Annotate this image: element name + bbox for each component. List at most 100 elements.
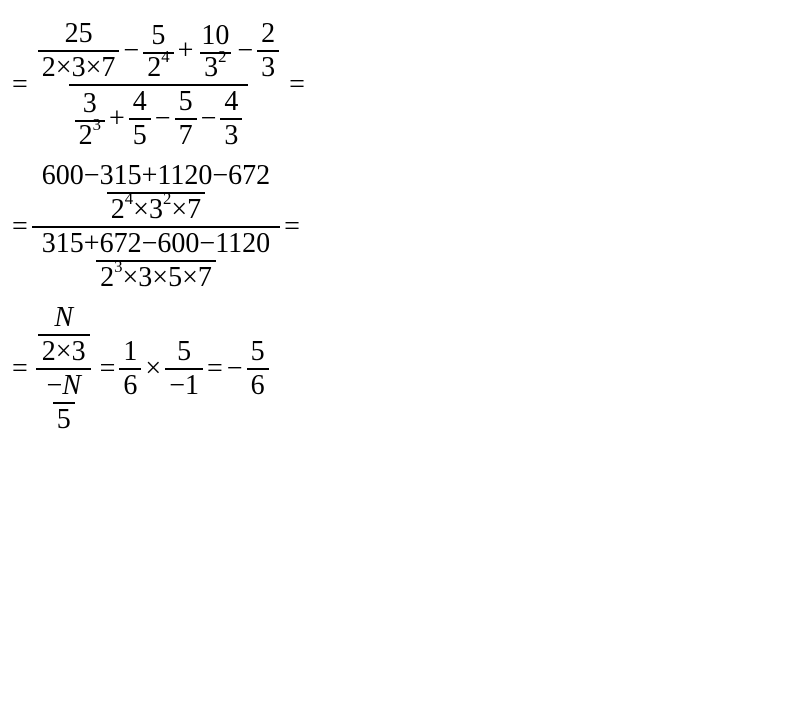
den-3: 3: [220, 118, 242, 152]
minus-op: −: [84, 160, 100, 192]
frac-1-over-6: 1 6: [119, 336, 141, 402]
exp-2: 2: [163, 191, 171, 208]
times-op: ×: [171, 194, 187, 226]
frac-3-over-2-3: 3 2 3: [75, 88, 105, 150]
val-2: 2: [42, 52, 56, 84]
base-2: 2: [79, 122, 93, 150]
equation-line-2: = 600 − 315 + 1120 − 672 2 4 ×: [10, 160, 790, 294]
denominator-1: 3 2 3 + 4 5 − 5 7 − 4 3: [69, 84, 249, 152]
den-7: 7: [175, 118, 197, 152]
den-6: 6: [119, 368, 141, 402]
pow-3-2: 3 2: [204, 54, 226, 82]
equals-sign: =: [10, 353, 30, 385]
minus-op: −: [235, 35, 255, 67]
val-672: 672: [228, 160, 270, 192]
times-op: ×: [56, 336, 72, 368]
base-3: 3: [204, 54, 218, 82]
times-op: ×: [122, 262, 138, 294]
exp-2: 2: [218, 49, 226, 66]
den-2x3x7: 2 × 3 × 7: [38, 50, 120, 84]
val-3: 3: [72, 52, 86, 84]
val-7: 7: [101, 52, 115, 84]
denominator-2: 315 + 672 − 600 − 1120 2 3 × 3 × 5: [32, 226, 280, 294]
pow-2-3: 2 3: [79, 122, 101, 150]
exp-4: 4: [161, 49, 169, 66]
val-2: 2: [42, 336, 56, 368]
den-5: 5: [129, 118, 151, 152]
plus-op: +: [107, 103, 127, 135]
top-num-expr: 600 − 315 + 1120 − 672: [38, 160, 274, 192]
var-N: N: [62, 370, 81, 402]
equals-sign: =: [205, 353, 225, 385]
pow-2-4: 2 4: [111, 196, 133, 224]
equals-sign: =: [10, 211, 30, 243]
pow-3-2: 3 2: [149, 196, 171, 224]
minus-op: −: [142, 228, 158, 260]
val-600: 600: [157, 228, 199, 260]
frac-10-over-3-2: 10 3 2: [197, 20, 233, 82]
minus-op: −: [199, 228, 215, 260]
num-5: 5: [247, 336, 269, 368]
bot-num-expr: 315 + 672 − 600 − 1120: [38, 228, 274, 260]
times-op: ×: [56, 52, 72, 84]
equals-sign: =: [282, 211, 302, 243]
frac-5-over-6: 5 6: [247, 336, 269, 402]
num-2: 2: [257, 18, 279, 50]
top-fraction: 600 − 315 + 1120 − 672 2 4 × 3: [38, 160, 274, 226]
minus-op: −: [212, 160, 228, 192]
num-negN: −N: [42, 370, 84, 402]
bot-den-expr: 2 3 × 3 × 5 × 7: [96, 260, 216, 294]
val-315: 315: [42, 228, 84, 260]
minus-op: −: [225, 353, 245, 385]
var-N: N: [50, 302, 77, 334]
pow-2-4: 2 4: [147, 54, 169, 82]
val-7: 7: [187, 194, 201, 226]
base-2: 2: [100, 264, 114, 292]
den-6: 6: [247, 368, 269, 402]
val-1120: 1120: [157, 160, 212, 192]
plus-op: +: [142, 160, 158, 192]
val-3: 3: [138, 262, 152, 294]
numerator-3: N 2 × 3: [32, 302, 96, 368]
exp-3: 3: [93, 117, 101, 134]
equation-line-3: = N 2 × 3 −N 5 = 1 6 × 5: [10, 302, 790, 436]
equals-sign: =: [10, 69, 30, 101]
minus-op: −: [121, 35, 141, 67]
frac-4-over-5: 4 5: [129, 86, 151, 152]
base-3: 3: [149, 196, 163, 224]
exp-3: 3: [114, 259, 122, 276]
minus-op: −: [153, 103, 173, 135]
equals-sign: =: [287, 69, 307, 101]
val-315: 315: [100, 160, 142, 192]
val-672: 672: [100, 228, 142, 260]
den-3-2: 3 2: [200, 52, 230, 82]
frac-25-over-2x3x7: 25 2 × 3 × 7: [38, 18, 120, 84]
num-25: 25: [61, 18, 97, 50]
base-2: 2: [147, 54, 161, 82]
times-op: ×: [133, 194, 149, 226]
den-2x3: 2 × 3: [38, 334, 90, 368]
val-5: 5: [168, 262, 182, 294]
exp-4: 4: [125, 191, 133, 208]
val-600: 600: [42, 160, 84, 192]
num-10: 10: [197, 20, 233, 52]
equals-sign: =: [98, 353, 118, 385]
num-5: 5: [173, 336, 195, 368]
times-op: ×: [152, 262, 168, 294]
top-den-expr: 2 4 × 3 2 × 7: [107, 192, 205, 226]
big-fraction-2: 600 − 315 + 1120 − 672 2 4 × 3: [32, 160, 280, 294]
num-5: 5: [175, 86, 197, 118]
plus-op: +: [176, 35, 196, 67]
numerator-1: 25 2 × 3 × 7 − 5 2 4 +: [32, 18, 285, 84]
num-4: 4: [220, 86, 242, 118]
minus-op: −: [46, 370, 62, 402]
frac-5-over-7: 5 7: [175, 86, 197, 152]
frac-2-over-3: 2 3: [257, 18, 279, 84]
num-4: 4: [129, 86, 151, 118]
plus-op: +: [84, 228, 100, 260]
denominator-3: −N 5: [36, 368, 90, 436]
pow-2-3: 2 3: [100, 264, 122, 292]
frac-negN-over-5: −N 5: [42, 370, 84, 436]
val-3: 3: [72, 336, 86, 368]
den-2-3: 2 3: [75, 120, 105, 150]
